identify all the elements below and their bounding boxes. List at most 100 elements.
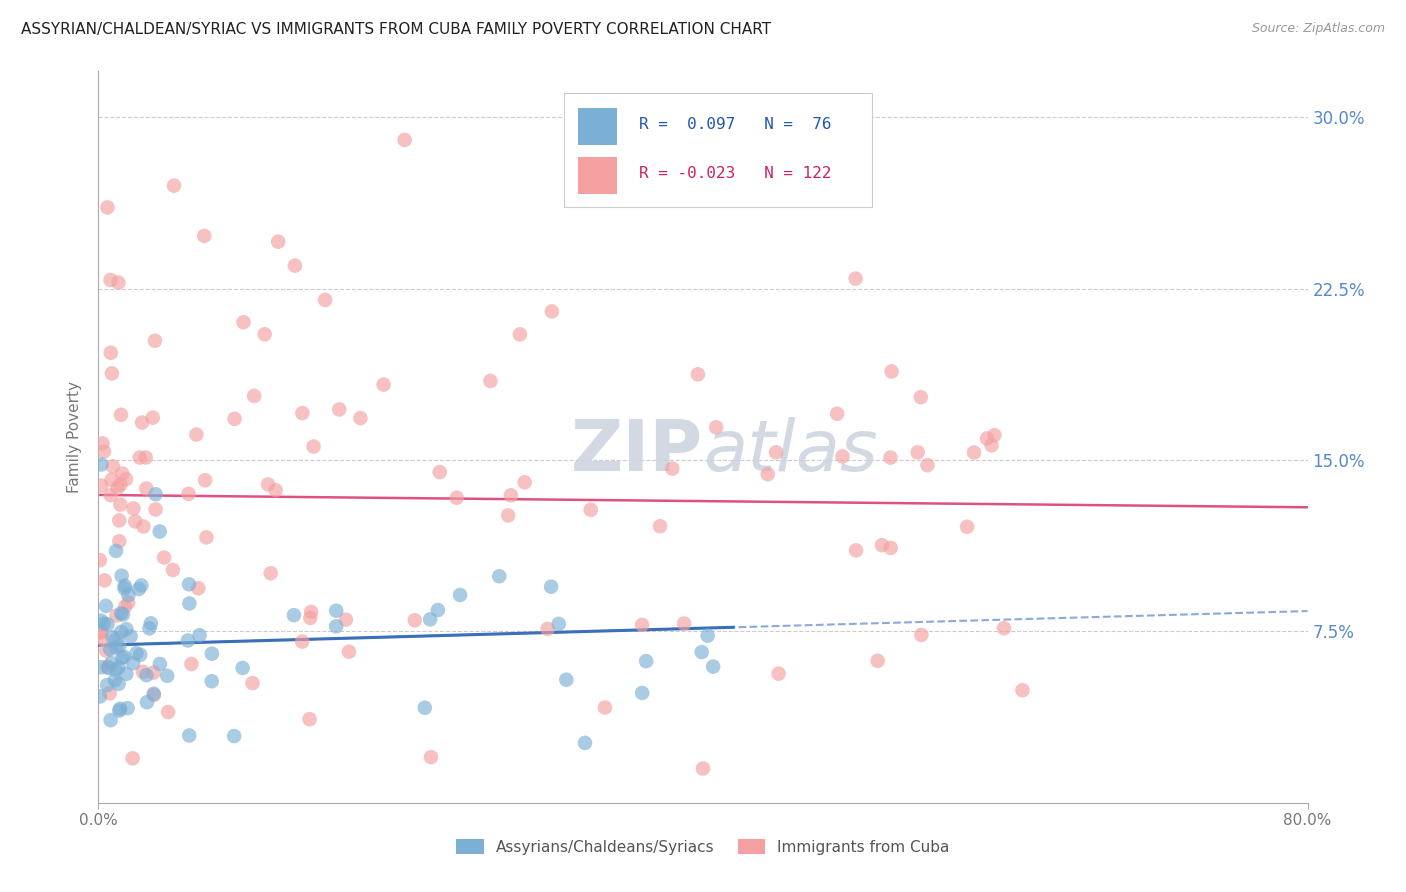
Point bbox=[257, 477, 280, 491]
Point bbox=[96, 617, 118, 632]
Point bbox=[142, 687, 165, 701]
Point bbox=[114, 599, 136, 614]
Point bbox=[188, 628, 211, 642]
Point bbox=[156, 669, 179, 683]
Point bbox=[121, 751, 143, 765]
Point bbox=[983, 428, 1005, 442]
Point bbox=[179, 597, 201, 611]
Point bbox=[513, 475, 536, 490]
Point bbox=[90, 458, 112, 472]
Point bbox=[108, 704, 131, 718]
Point bbox=[756, 467, 779, 482]
Point bbox=[115, 472, 138, 486]
Point bbox=[131, 416, 153, 430]
Point bbox=[349, 411, 371, 425]
Point bbox=[115, 666, 138, 681]
Point bbox=[224, 411, 246, 425]
Point bbox=[579, 502, 602, 516]
Point bbox=[479, 374, 502, 388]
FancyBboxPatch shape bbox=[564, 94, 872, 207]
Point bbox=[117, 701, 139, 715]
Point bbox=[110, 607, 132, 621]
Point bbox=[426, 603, 449, 617]
Point bbox=[845, 271, 868, 285]
Point bbox=[122, 656, 145, 670]
Point bbox=[284, 259, 307, 273]
Point bbox=[104, 640, 127, 654]
Point bbox=[302, 440, 325, 454]
Point bbox=[100, 473, 122, 487]
Point bbox=[89, 553, 111, 567]
Text: ASSYRIAN/CHALDEAN/SYRIAC VS IMMIGRANTS FROM CUBA FAMILY POVERTY CORRELATION CHAR: ASSYRIAN/CHALDEAN/SYRIAC VS IMMIGRANTS F… bbox=[21, 22, 772, 37]
Point bbox=[145, 487, 167, 501]
Point bbox=[499, 488, 522, 502]
Point bbox=[97, 660, 120, 674]
Point bbox=[253, 327, 276, 342]
Point bbox=[124, 515, 146, 529]
Point bbox=[880, 364, 903, 378]
Point bbox=[696, 629, 718, 643]
Point bbox=[107, 481, 129, 495]
Text: ZIP: ZIP bbox=[571, 417, 703, 486]
Point bbox=[111, 607, 134, 622]
Point bbox=[132, 519, 155, 533]
Point bbox=[111, 568, 134, 582]
Point bbox=[105, 608, 128, 623]
Point bbox=[110, 498, 132, 512]
Point bbox=[692, 762, 714, 776]
Point bbox=[299, 605, 322, 619]
Point bbox=[105, 632, 128, 646]
Point bbox=[100, 713, 122, 727]
Text: R =  0.097   N =  76: R = 0.097 N = 76 bbox=[638, 117, 831, 131]
Point bbox=[325, 604, 347, 618]
Point bbox=[298, 712, 321, 726]
Point bbox=[870, 538, 893, 552]
Point bbox=[267, 235, 290, 249]
Point bbox=[135, 668, 157, 682]
Point bbox=[765, 445, 787, 459]
Point bbox=[195, 530, 218, 544]
Point bbox=[179, 729, 201, 743]
Point bbox=[135, 450, 157, 465]
Point bbox=[690, 645, 713, 659]
Point bbox=[138, 621, 160, 635]
Point bbox=[201, 647, 224, 661]
Point bbox=[111, 467, 134, 481]
Point bbox=[100, 488, 122, 502]
Point bbox=[187, 582, 209, 596]
Point bbox=[704, 420, 727, 434]
Point bbox=[373, 377, 395, 392]
Point bbox=[90, 624, 112, 639]
Point bbox=[768, 168, 790, 182]
Point bbox=[105, 544, 128, 558]
Point bbox=[162, 563, 184, 577]
Point bbox=[825, 407, 848, 421]
Point bbox=[509, 327, 531, 342]
Point bbox=[429, 465, 451, 479]
Point bbox=[540, 304, 562, 318]
Point bbox=[163, 178, 186, 193]
Text: R = -0.023   N = 122: R = -0.023 N = 122 bbox=[638, 166, 831, 181]
Point bbox=[91, 436, 114, 450]
Point bbox=[112, 649, 135, 664]
Point bbox=[100, 273, 122, 287]
Point bbox=[143, 688, 166, 702]
Point bbox=[880, 541, 903, 555]
Point bbox=[110, 625, 132, 640]
Point bbox=[128, 450, 150, 465]
Point bbox=[956, 520, 979, 534]
Point bbox=[96, 643, 118, 657]
Point bbox=[139, 616, 162, 631]
Point bbox=[135, 482, 157, 496]
Point bbox=[419, 612, 441, 626]
Point bbox=[264, 483, 287, 498]
Point bbox=[702, 659, 724, 673]
Point bbox=[291, 406, 314, 420]
Point bbox=[107, 677, 129, 691]
Point bbox=[129, 648, 152, 662]
Point bbox=[114, 579, 136, 593]
Point bbox=[100, 656, 122, 670]
Point bbox=[420, 750, 443, 764]
Point bbox=[631, 686, 654, 700]
Point bbox=[593, 700, 616, 714]
